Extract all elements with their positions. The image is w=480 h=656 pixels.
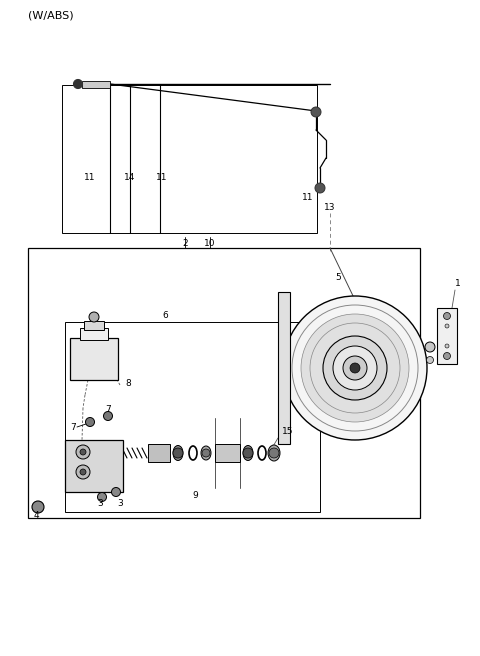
- Bar: [278, 292, 290, 444]
- Ellipse shape: [268, 445, 280, 461]
- Bar: [215, 444, 240, 462]
- Circle shape: [425, 342, 435, 352]
- Circle shape: [111, 487, 120, 497]
- Circle shape: [269, 448, 279, 458]
- Circle shape: [76, 465, 90, 479]
- Circle shape: [97, 493, 107, 501]
- Text: 10: 10: [204, 239, 216, 247]
- Circle shape: [173, 448, 183, 458]
- Text: 4: 4: [33, 512, 39, 520]
- Text: 3: 3: [117, 499, 123, 508]
- Circle shape: [343, 356, 367, 380]
- Circle shape: [80, 449, 86, 455]
- Circle shape: [323, 336, 387, 400]
- Circle shape: [32, 501, 44, 513]
- Circle shape: [80, 469, 86, 475]
- Text: 2: 2: [182, 239, 188, 247]
- Circle shape: [85, 417, 95, 426]
- Bar: [70, 338, 118, 380]
- Bar: [80, 328, 108, 340]
- Circle shape: [444, 312, 451, 319]
- Bar: [84, 321, 104, 330]
- Ellipse shape: [243, 445, 253, 461]
- Text: 14: 14: [124, 173, 136, 182]
- Text: 13: 13: [324, 203, 336, 213]
- Text: 6: 6: [162, 312, 168, 321]
- Circle shape: [104, 411, 112, 420]
- Circle shape: [445, 344, 449, 348]
- Circle shape: [333, 346, 377, 390]
- Text: 7: 7: [105, 405, 111, 415]
- Bar: [82, 81, 110, 88]
- Ellipse shape: [201, 446, 211, 460]
- Circle shape: [202, 449, 210, 457]
- Text: 8: 8: [125, 379, 131, 388]
- Text: 1: 1: [455, 279, 461, 287]
- Text: 3: 3: [97, 499, 103, 508]
- Bar: [65, 440, 123, 492]
- Text: 5: 5: [335, 274, 341, 283]
- Circle shape: [243, 448, 253, 458]
- Circle shape: [76, 445, 90, 459]
- Text: (W/ABS): (W/ABS): [28, 11, 73, 21]
- Circle shape: [283, 296, 427, 440]
- Bar: [437, 308, 457, 364]
- Text: 7: 7: [70, 422, 76, 432]
- Circle shape: [445, 324, 449, 328]
- Circle shape: [301, 314, 409, 422]
- Circle shape: [427, 356, 433, 363]
- Circle shape: [315, 183, 325, 193]
- Circle shape: [350, 363, 360, 373]
- Text: 9: 9: [192, 491, 198, 501]
- Bar: [148, 444, 170, 462]
- Text: 15: 15: [282, 428, 294, 436]
- Text: 11: 11: [84, 173, 96, 182]
- Circle shape: [89, 312, 99, 322]
- Text: 11: 11: [302, 194, 314, 203]
- Circle shape: [444, 352, 451, 359]
- Circle shape: [311, 107, 321, 117]
- Text: 11: 11: [156, 173, 168, 182]
- Bar: [62, 85, 317, 233]
- Bar: [28, 248, 420, 518]
- Ellipse shape: [173, 445, 183, 461]
- Circle shape: [73, 79, 83, 89]
- Bar: [65, 322, 320, 512]
